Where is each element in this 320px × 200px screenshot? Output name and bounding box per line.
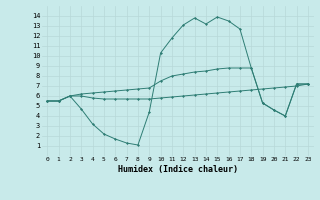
X-axis label: Humidex (Indice chaleur): Humidex (Indice chaleur) xyxy=(118,165,237,174)
